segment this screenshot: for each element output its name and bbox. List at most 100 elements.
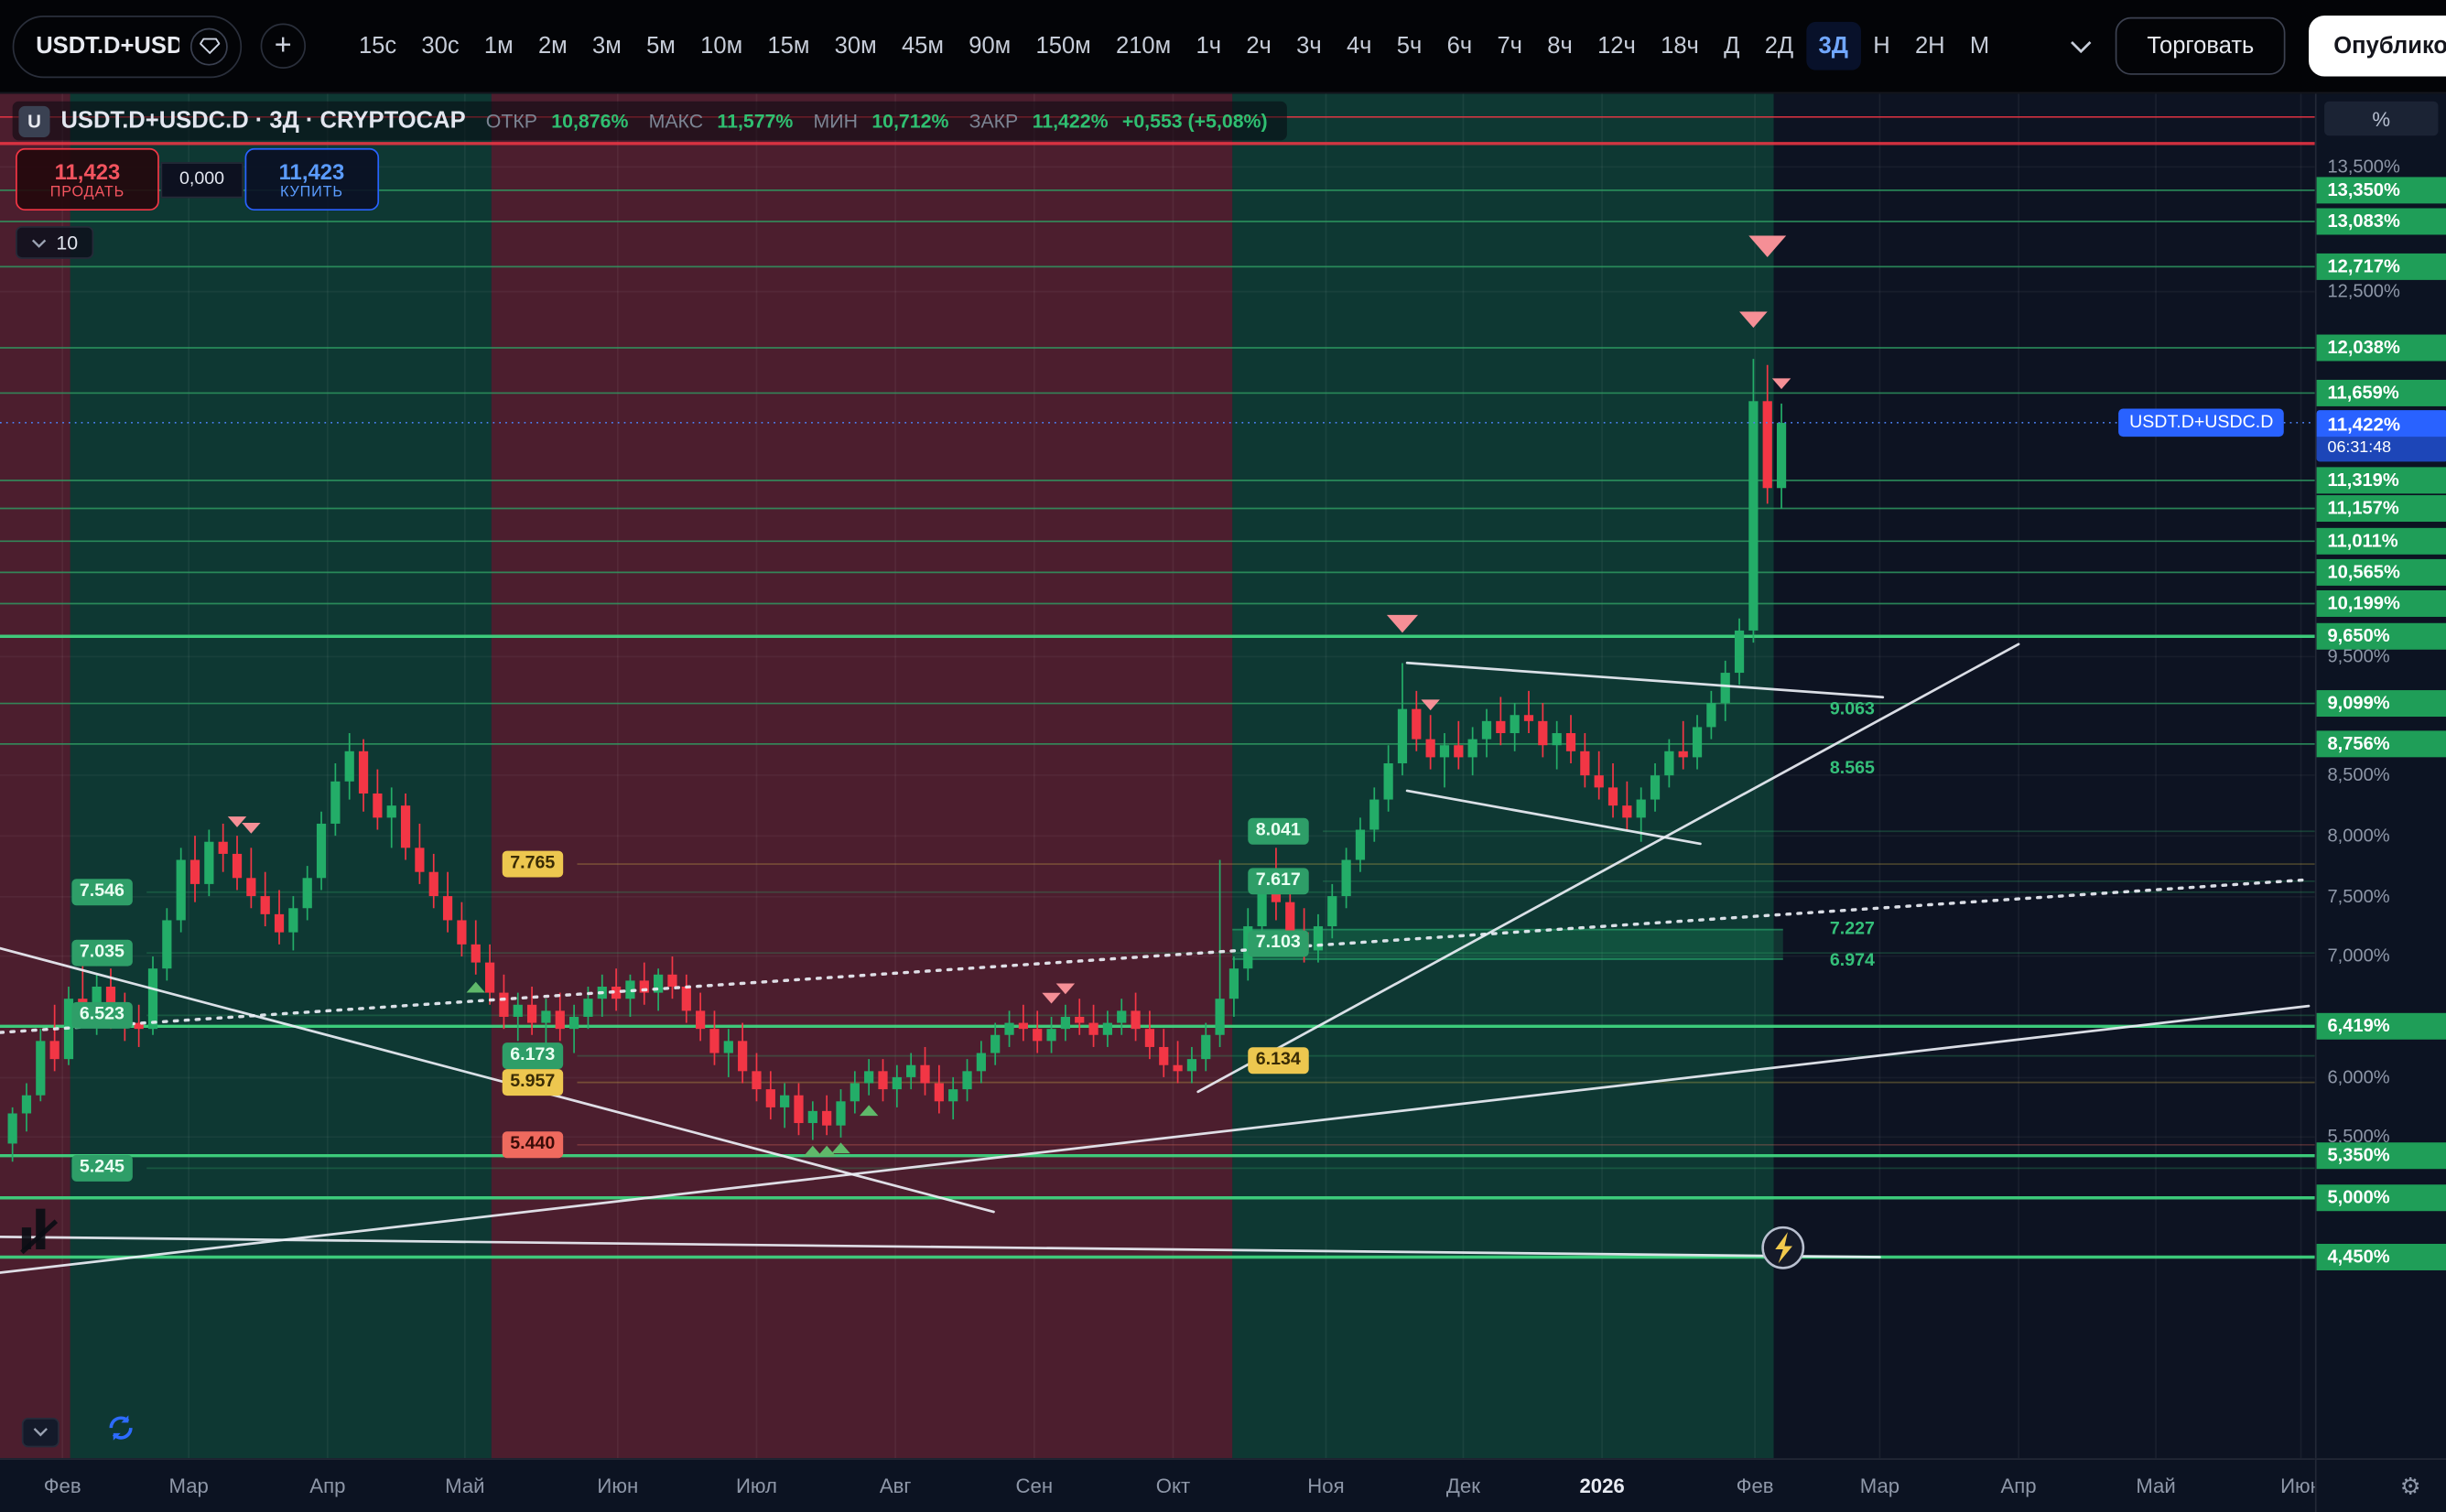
timeframe-10м[interactable]: 10м	[700, 32, 743, 59]
price-tag[interactable]: 7.103	[1248, 930, 1309, 957]
timeframe-7ч[interactable]: 7ч	[1497, 32, 1522, 59]
price-tag[interactable]: 5.440	[502, 1131, 563, 1159]
timeframe-3ч[interactable]: 3ч	[1296, 32, 1322, 59]
timeframe-210м[interactable]: 210м	[1116, 32, 1172, 59]
indicators-toggle[interactable]: 10	[16, 226, 94, 259]
price-axis[interactable]: % 13,500% 13,350% 13,083% 12,717% 12,500% 12,…	[2314, 93, 2446, 1459]
timeframe-2Н[interactable]: 2Н	[1914, 32, 1945, 59]
price-tag[interactable]: 7.617	[1248, 868, 1309, 895]
price-tag[interactable]: 8.041	[1248, 817, 1309, 845]
symbol-button[interactable]: USDT.D+USDC.D	[12, 15, 243, 78]
current-price-value: 11,422%	[2327, 413, 2401, 436]
timeframe-5ч[interactable]: 5ч	[1396, 32, 1423, 59]
timeframe-М[interactable]: М	[1969, 32, 1990, 59]
current-price-label: 11,422% 06:31:48	[2316, 410, 2446, 462]
time-axis[interactable]: Фев Мар Апр Май Июн Июл Авг Сен Окт Ноя Дек 2026 Фев…	[0, 1458, 2315, 1512]
chevron-down-icon	[31, 238, 47, 248]
sync-refresh-icon[interactable]	[106, 1413, 135, 1451]
timeframe-2Д[interactable]: 2Д	[1764, 32, 1794, 59]
legend-title[interactable]: USDT.D+USDC.D · 3Д · CRYPTOCAP	[60, 107, 466, 135]
time-axis-label: Июн	[2280, 1474, 2315, 1497]
timeframe-3Д[interactable]: 3Д	[1805, 21, 1861, 70]
timeframe-30м[interactable]: 30м	[834, 32, 877, 59]
legend-high-label: МАКС	[648, 110, 704, 132]
price-axis-label: 10,565%	[2316, 558, 2446, 586]
timeframe-12ч[interactable]: 12ч	[1597, 32, 1636, 59]
price-tag[interactable]: 7.546	[71, 879, 133, 906]
buy-marker-icon	[466, 981, 485, 993]
timeframe-15м[interactable]: 15м	[767, 32, 810, 59]
sell-marker-icon	[1055, 983, 1076, 995]
timeframe-3м[interactable]: 3м	[592, 32, 622, 59]
timeframe-1ч[interactable]: 1ч	[1196, 32, 1222, 59]
legend-low-label: МИН	[813, 110, 858, 132]
time-axis-label: Апр	[309, 1474, 346, 1497]
legend-low-value: 10,712%	[871, 110, 949, 132]
add-symbol-button[interactable]: +	[260, 23, 306, 69]
sell-marker-icon	[1748, 235, 1787, 258]
time-axis-label: Апр	[2000, 1474, 2037, 1497]
price-line-symbol-tag[interactable]: USDT.D+USDC.D	[2118, 408, 2285, 437]
price-axis-label: 12,717%	[2316, 253, 2446, 280]
top-toolbar: USDT.D+USDC.D + 15с 30с 1м 2м 3м 5м 10м 15м 30м 4…	[0, 0, 2446, 94]
timeframe-45м[interactable]: 45м	[901, 32, 944, 59]
buy-button[interactable]: 11,423 КУПИТЬ	[244, 147, 379, 211]
collapse-pane-button[interactable]	[21, 1417, 60, 1447]
price-axis-label: 11,319%	[2316, 467, 2446, 494]
time-axis-label: Июн	[597, 1474, 639, 1497]
gear-icon[interactable]: ⚙	[2399, 1473, 2421, 1500]
chevron-down-icon[interactable]	[2071, 39, 2093, 53]
timeframe-2ч[interactable]: 2ч	[1246, 32, 1272, 59]
price-tag[interactable]: 5.245	[71, 1154, 133, 1182]
sell-marker-icon	[1421, 699, 1440, 711]
price-axis-label: 7,000%	[2327, 944, 2390, 967]
buy-label: КУПИТЬ	[280, 183, 343, 200]
sell-button[interactable]: 11,423 ПРОДАТЬ	[16, 147, 159, 211]
timeframe-2м[interactable]: 2м	[537, 32, 568, 59]
lightning-icon[interactable]	[1775, 1232, 1792, 1264]
candlestick-chart[interactable]	[0, 93, 2315, 1459]
trade-button[interactable]: Торговать	[2116, 16, 2286, 75]
axis-corner: ⚙	[2314, 1458, 2446, 1512]
timeframe-5м[interactable]: 5м	[646, 32, 676, 59]
price-tag[interactable]: 5.957	[502, 1069, 563, 1096]
publish-button[interactable]: Опубликовать	[2309, 16, 2446, 77]
sell-marker-icon	[242, 822, 261, 834]
timeframe-Н[interactable]: Н	[1873, 32, 1890, 59]
timeframe-30с[interactable]: 30с	[421, 32, 460, 59]
price-axis-label: 8,756%	[2316, 730, 2446, 758]
price-tag[interactable]: 6.523	[71, 1001, 133, 1029]
percent-scale-button[interactable]: %	[2324, 101, 2439, 136]
price-axis-label: 9,500%	[2327, 644, 2390, 667]
timeframe-8ч[interactable]: 8ч	[1547, 32, 1573, 59]
buy-marker-icon	[859, 1105, 879, 1117]
timeframe-6ч[interactable]: 6ч	[1446, 32, 1473, 59]
price-tag[interactable]: 6.134	[1248, 1047, 1309, 1075]
price-tag[interactable]: 6.173	[502, 1042, 563, 1070]
price-axis-label: 13,500%	[2327, 155, 2400, 178]
timeframe-Д[interactable]: Д	[1724, 32, 1740, 59]
price-axis-label: 8,500%	[2327, 763, 2390, 786]
timeframe-90м[interactable]: 90м	[969, 32, 1012, 59]
price-axis-label: 9,650%	[2316, 622, 2446, 650]
time-axis-label: Мар	[1859, 1474, 1900, 1497]
price-axis-label: 13,083%	[2316, 208, 2446, 235]
timeframe-15с[interactable]: 15с	[358, 32, 397, 59]
timeframe-150м[interactable]: 150м	[1035, 32, 1091, 59]
timeframe-4ч[interactable]: 4ч	[1346, 32, 1372, 59]
price-axis-label: 11,011%	[2316, 527, 2446, 555]
diamond-icon[interactable]	[189, 27, 228, 65]
price-tag[interactable]: 7.765	[502, 850, 563, 878]
price-tag[interactable]: 7.035	[71, 939, 133, 967]
indicators-count: 10	[56, 232, 79, 254]
price-axis-label: 12,038%	[2316, 334, 2446, 362]
timeframe-18ч[interactable]: 18ч	[1661, 32, 1699, 59]
time-axis-label: 2026	[1579, 1474, 1625, 1497]
buy-marker-icon	[831, 1142, 850, 1154]
pane-buttons	[21, 1413, 135, 1451]
price-axis-label: 5,350%	[2316, 1142, 2446, 1170]
time-axis-label: Сен	[1015, 1474, 1054, 1497]
time-axis-label: Июл	[735, 1474, 777, 1497]
bar-countdown: 06:31:48	[2316, 437, 2446, 462]
timeframe-1м[interactable]: 1м	[483, 32, 514, 59]
